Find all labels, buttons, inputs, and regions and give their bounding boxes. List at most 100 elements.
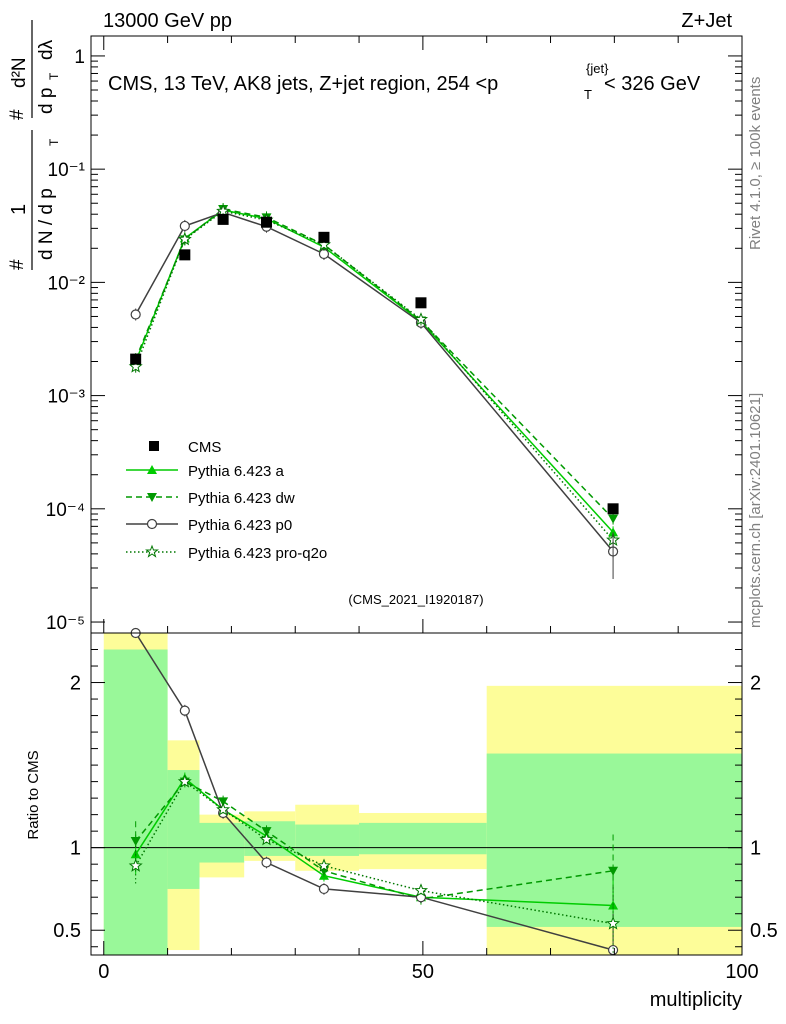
main-plot: 1 10⁻¹ 10⁻² 10⁻³ 10⁻⁴ 10⁻⁵ CMS, 13 TeV, AK8 j… <box>7 20 743 634</box>
ratio-y-tick-label: 0.5 <box>53 920 81 942</box>
main-point-2-0 <box>130 309 141 320</box>
legend-pythia-a-label: Pythia 6.423 a <box>188 463 285 480</box>
main-line-pythia-6-423-a <box>135 209 614 533</box>
cms-data-point <box>607 503 619 515</box>
ratio-series-markers <box>128 627 621 956</box>
legend-pythia-p0-label: Pythia 6.423 p0 <box>188 517 292 534</box>
legend-pythia-dw-marker <box>147 493 157 502</box>
plot-title-lead: CMS, 13 TeV, AK8 jets, Z+jet region, 254… <box>108 73 498 95</box>
legend-entry-pythia-a: Pythia 6.423 a <box>126 463 285 480</box>
main-point-2-4 <box>318 248 330 260</box>
ylabel-hash-1: # <box>7 259 28 270</box>
main-y-tick-label: 10⁻² <box>48 273 86 294</box>
ratio-y-tick-label-right: 2 <box>750 673 761 695</box>
plot-title: CMS, 13 TeV, AK8 jets, Z+jet region, 254… <box>108 61 701 102</box>
ratio-point-3-1 <box>177 774 192 788</box>
ratio-point-1-3 <box>261 827 272 837</box>
ratio-y-tick-label-right: 1 <box>750 838 761 860</box>
source-label: mcplots.cern.ch [arXiv:2401.10621] <box>747 393 764 628</box>
legend-entry-pythia-pro-q2o: Pythia 6.423 pro-q2o <box>126 544 327 562</box>
main-axes: 1 10⁻¹ 10⁻² 10⁻³ 10⁻⁴ 10⁻⁵ <box>46 36 743 634</box>
cms-data-point <box>217 213 229 225</box>
ratio-point-2-1 <box>179 705 190 716</box>
main-point-2-1 <box>179 220 190 232</box>
ratio-y-tick-label-right: 0.5 <box>750 920 778 942</box>
ratio-band-inner <box>103 649 168 955</box>
ratio-axes: 0.5 0.5 1 1 2 2 0 50 100 <box>53 649 778 983</box>
main-point-0-6 <box>608 527 619 537</box>
ratio-point-3-3 <box>259 832 274 846</box>
legend-pythia-pro-q2o-marker <box>145 544 159 558</box>
cms-data-point <box>130 353 142 365</box>
main-y-tick-label: 10⁻³ <box>48 387 86 408</box>
ylabel-dlambda: dλ <box>36 39 57 60</box>
ratio-band-inner <box>295 824 360 856</box>
x-tick-label: 50 <box>412 961 434 983</box>
ylabel-dp: d p <box>36 88 57 114</box>
legend-entry-cms: CMS <box>149 439 221 456</box>
main-y-tick-label: 10⁻⁵ <box>46 613 85 634</box>
ratio-band-inner <box>486 753 742 927</box>
main-point-1-6 <box>608 514 619 524</box>
cms-data-point <box>261 216 273 228</box>
x-axis-label: multiplicity <box>650 989 742 1011</box>
x-tick-label: 0 <box>98 961 109 983</box>
ylabel-dN-sub: T <box>47 138 61 146</box>
legend-pythia-dw-label: Pythia 6.423 dw <box>188 490 295 507</box>
cms-data-point <box>318 231 330 243</box>
ratio-y-tick-label: 2 <box>70 673 81 695</box>
x-tick-label: 100 <box>725 961 758 983</box>
legend-cms-label: CMS <box>188 439 221 456</box>
main-point-3-2 <box>216 203 231 218</box>
legend: CMS Pythia 6.423 a Pythia 6.423 dw Pythi… <box>126 439 327 562</box>
ratio-plot-frame <box>90 632 743 956</box>
ratio-point-1-6 <box>608 866 619 876</box>
main-series-markers <box>128 202 621 579</box>
ratio-plot: 0.5 0.5 1 1 2 2 0 50 100 Ratio to CMS multiplici… <box>25 627 778 1011</box>
ylabel-hash-2: # <box>7 109 28 120</box>
legend-cms-marker <box>149 441 159 451</box>
rivet-version-label: Rivet 4.1.0, ≥ 100k events <box>747 77 764 250</box>
main-point-3-5 <box>414 312 429 326</box>
main-point-3-0 <box>128 359 143 373</box>
ratio-point-1-2 <box>218 797 229 807</box>
ratio-point-2-3 <box>261 857 272 868</box>
main-y-axis-label: # 1 d N / d p T # d²N d p T dλ <box>7 20 61 270</box>
ratio-point-3-6 <box>606 916 621 930</box>
legend-entry-pythia-dw: Pythia 6.423 dw <box>126 490 295 507</box>
ratio-point-2-4 <box>318 883 330 895</box>
plot-title-sub: T <box>584 87 592 102</box>
header-right: Z+Jet <box>681 10 732 32</box>
ratio-band-inner <box>359 822 487 855</box>
ratio-band-inner <box>167 770 200 889</box>
main-plot-frame <box>90 35 743 634</box>
header-left: 13000 GeV pp <box>103 10 232 32</box>
watermark: (CMS_2021_I1920187) <box>348 592 483 607</box>
ylabel-dp-sub: T <box>47 72 61 80</box>
legend-pythia-a-marker <box>147 465 157 474</box>
ratio-point-3-0 <box>128 858 143 872</box>
ylabel-dN: d N / d p <box>36 188 57 260</box>
ratio-uncertainty-bands <box>103 633 742 955</box>
main-y-tick-label: 10⁻¹ <box>48 160 86 181</box>
plot-title-tail: < 326 GeV <box>604 73 701 95</box>
main-point-3-1 <box>177 231 192 246</box>
main-y-tick-label: 10⁻⁴ <box>46 500 85 521</box>
ratio-y-tick-label: 1 <box>70 838 81 860</box>
cms-data-point <box>179 249 191 261</box>
ratio-y-axis-label: Ratio to CMS <box>25 750 42 839</box>
main-y-tick-label: 1 <box>74 47 85 68</box>
legend-entry-pythia-p0: Pythia 6.423 p0 <box>126 517 292 534</box>
ylabel-d2N: d²N <box>9 57 30 88</box>
ratio-point-1-0 <box>130 837 141 847</box>
ratio-point-3-2 <box>216 802 231 816</box>
ratio-point-2-6 <box>607 944 619 956</box>
legend-pythia-pro-q2o-label: Pythia 6.423 pro-q2o <box>188 545 327 562</box>
ylabel-one: 1 <box>8 204 30 215</box>
plot-title-sup: {jet} <box>586 61 609 76</box>
legend-pythia-p0-marker <box>146 518 158 530</box>
ratio-point-3-5 <box>414 883 429 897</box>
ratio-point-3-4 <box>316 858 332 872</box>
cms-data-point <box>415 297 427 309</box>
